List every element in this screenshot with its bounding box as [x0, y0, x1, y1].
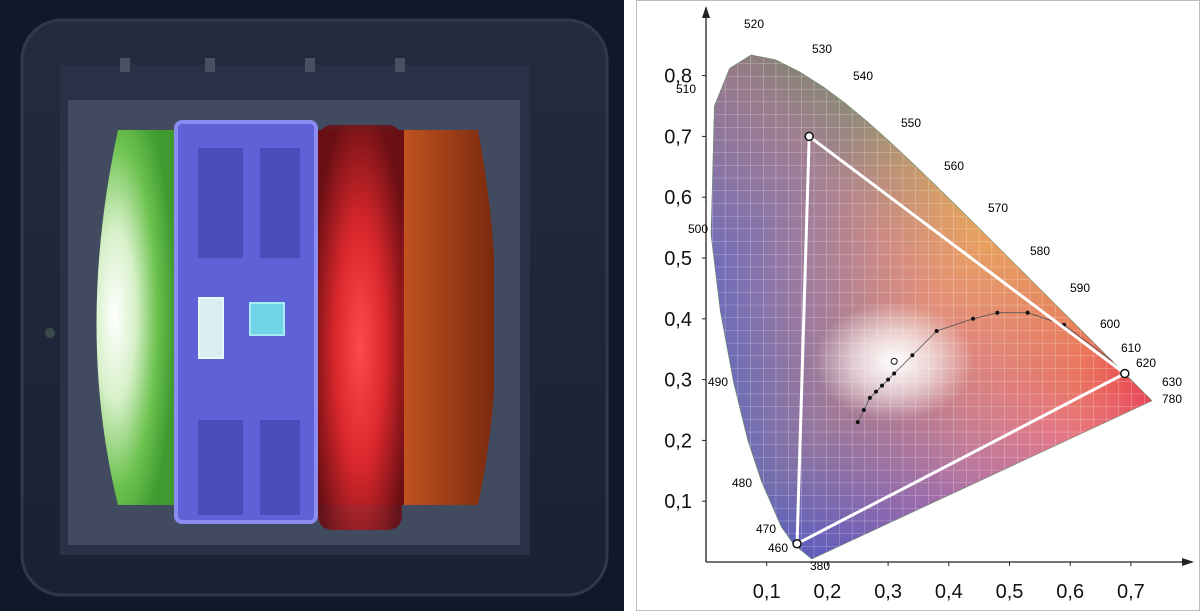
- x-tick-label: 0,4: [935, 581, 963, 603]
- gamut-vertex: [792, 539, 802, 549]
- wavelength-label-480: 480: [732, 476, 752, 490]
- y-tick-label: 0,5: [664, 248, 692, 270]
- x-tick-label: 0,5: [996, 581, 1024, 603]
- y-tick-label: 0,3: [664, 370, 692, 392]
- cie-diagram-svg: 0,1 0,2 0,3 0,4 0,5 0,6 0,7 0,1 0,2 0,3 0,4 0,5 0,6 0…: [635, 0, 1200, 612]
- planckian-point: [855, 420, 860, 425]
- wavelength-label-520: 520: [744, 17, 764, 31]
- wavelength-label-550: 550: [901, 116, 921, 130]
- planckian-point: [934, 328, 939, 333]
- x-tick-label: 0,3: [874, 581, 902, 603]
- y-tick-label: 0,1: [664, 491, 692, 513]
- y-tick-label: 0,7: [664, 126, 692, 148]
- planckian-point: [892, 371, 897, 376]
- wavelength-label-560: 560: [944, 159, 964, 173]
- x-tick-label: 0,7: [1117, 581, 1145, 603]
- wavelength-label-460: 460: [768, 541, 788, 555]
- wavelength-label-600: 600: [1100, 317, 1120, 331]
- x-tick-label: 0,6: [1056, 581, 1084, 603]
- white-point-marker: [890, 357, 898, 365]
- x-axis-arrow: [1182, 558, 1194, 566]
- led-photo-drawing: [20, 18, 609, 597]
- wavelength-label-470: 470: [756, 522, 776, 536]
- y-tick-label: 0,2: [664, 430, 692, 452]
- axes: [702, 6, 1194, 566]
- planckian-point: [886, 377, 891, 382]
- wavelength-label-380: 380: [810, 559, 830, 573]
- wavelength-label-500: 500: [688, 222, 708, 236]
- gamut-triangle: [795, 133, 1128, 547]
- wavelength-label-510: 510: [676, 82, 696, 96]
- wavelength-label-490: 490: [708, 375, 728, 389]
- gamut-vertex: [804, 131, 814, 142]
- y-axis-arrow: [702, 6, 710, 18]
- x-tick-label: 0,1: [753, 581, 781, 603]
- planckian-point: [873, 389, 878, 394]
- wavelength-label-530: 530: [812, 42, 832, 56]
- x-tick-label: 0,2: [813, 581, 841, 603]
- wavelength-label-580: 580: [1030, 244, 1050, 258]
- planckian-point: [867, 395, 872, 400]
- planckian-point: [995, 310, 1000, 315]
- led-photo: [0, 0, 624, 611]
- spectral-locus-outline: [710, 54, 1153, 560]
- planckian-point: [880, 383, 885, 388]
- wavelength-label-610: 610: [1121, 341, 1141, 355]
- wavelength-label-570: 570: [988, 201, 1008, 215]
- planckian-point: [861, 408, 866, 412]
- planckian-point: [971, 316, 976, 321]
- y-tick-label: 0,6: [664, 187, 692, 209]
- wavelength-label-630: 630: [1162, 375, 1182, 389]
- planckian-point: [1025, 310, 1030, 315]
- y-tick-label: 0,4: [664, 309, 692, 331]
- gamut-vertex: [1120, 368, 1130, 379]
- cie-chromaticity-diagram: 0,1 0,2 0,3 0,4 0,5 0,6 0,7 0,1 0,2 0,3 0,4 0,5 0,6 0…: [635, 0, 1200, 612]
- wavelength-label-780: 780: [1162, 392, 1182, 406]
- y-tick-label: 0,8: [664, 66, 692, 88]
- planckian-point: [910, 353, 915, 358]
- wavelength-label-590: 590: [1070, 281, 1090, 295]
- wavelength-label-620: 620: [1136, 356, 1156, 370]
- wavelength-label-540: 540: [853, 69, 873, 83]
